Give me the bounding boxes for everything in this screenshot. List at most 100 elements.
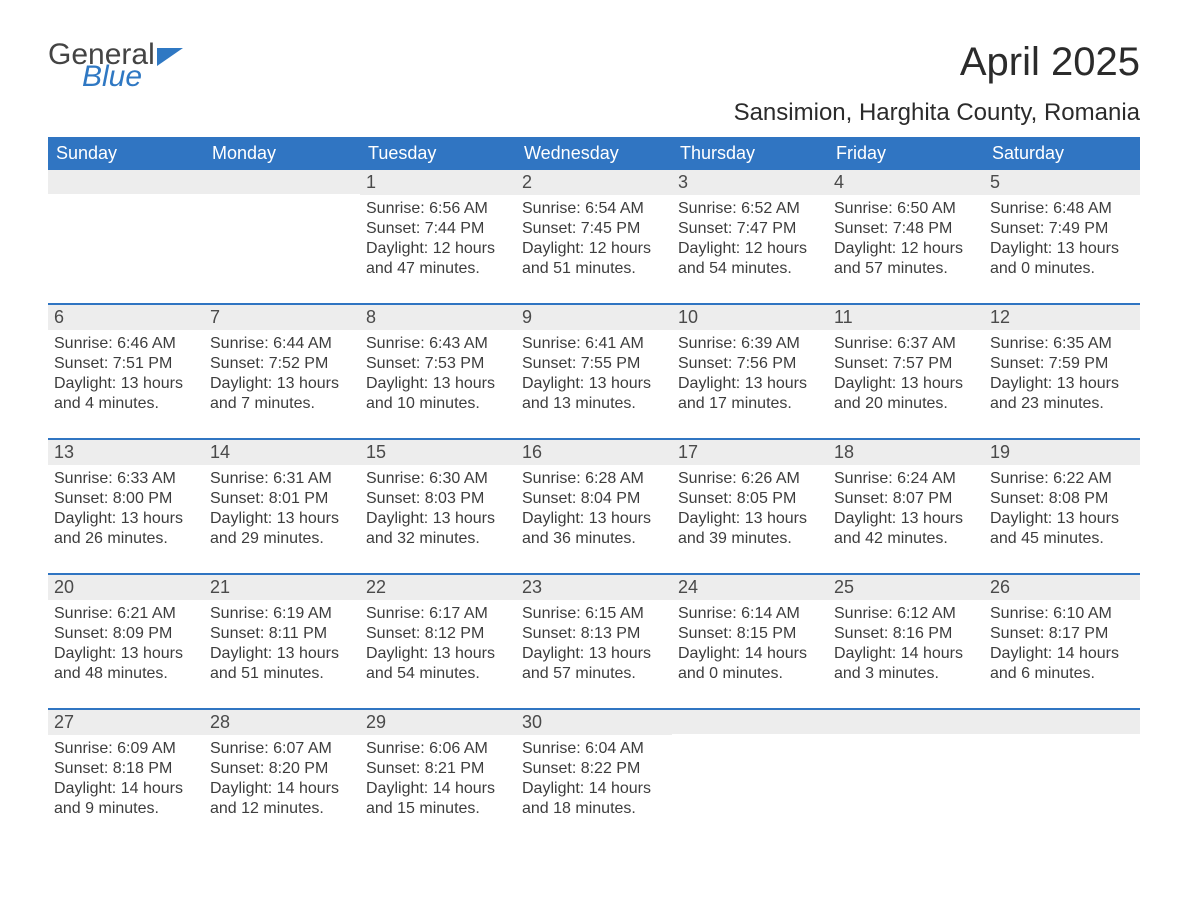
day-number: 4 xyxy=(828,170,984,195)
sunrise-text: Sunrise: 6:15 AM xyxy=(522,604,666,624)
calendar-cell xyxy=(48,170,204,304)
month-title: April 2025 xyxy=(734,40,1140,85)
sunset-text: Sunset: 8:01 PM xyxy=(210,489,354,509)
sunset-text: Sunset: 8:03 PM xyxy=(366,489,510,509)
sunset-text: Sunset: 7:53 PM xyxy=(366,354,510,374)
daylight-text: Daylight: 13 hours and 0 minutes. xyxy=(990,239,1134,279)
day-number: 11 xyxy=(828,305,984,330)
sunrise-text: Sunrise: 6:19 AM xyxy=(210,604,354,624)
calendar-cell: 11Sunrise: 6:37 AMSunset: 7:57 PMDayligh… xyxy=(828,304,984,439)
calendar-cell xyxy=(984,709,1140,843)
day-number xyxy=(828,710,984,734)
weekday-header: Wednesday xyxy=(516,137,672,170)
calendar-week-row: 6Sunrise: 6:46 AMSunset: 7:51 PMDaylight… xyxy=(48,304,1140,439)
calendar-cell xyxy=(204,170,360,304)
daylight-text: Daylight: 12 hours and 51 minutes. xyxy=(522,239,666,279)
day-content: Sunrise: 6:24 AMSunset: 8:07 PMDaylight:… xyxy=(828,465,984,573)
day-content xyxy=(204,194,360,284)
daylight-text: Daylight: 14 hours and 18 minutes. xyxy=(522,779,666,819)
calendar-cell: 21Sunrise: 6:19 AMSunset: 8:11 PMDayligh… xyxy=(204,574,360,709)
day-content: Sunrise: 6:43 AMSunset: 7:53 PMDaylight:… xyxy=(360,330,516,438)
calendar-week-row: 20Sunrise: 6:21 AMSunset: 8:09 PMDayligh… xyxy=(48,574,1140,709)
sunset-text: Sunset: 8:00 PM xyxy=(54,489,198,509)
daylight-text: Daylight: 13 hours and 7 minutes. xyxy=(210,374,354,414)
sunset-text: Sunset: 7:56 PM xyxy=(678,354,822,374)
weekday-header: Thursday xyxy=(672,137,828,170)
day-content: Sunrise: 6:06 AMSunset: 8:21 PMDaylight:… xyxy=(360,735,516,843)
day-content: Sunrise: 6:10 AMSunset: 8:17 PMDaylight:… xyxy=(984,600,1140,708)
day-number: 7 xyxy=(204,305,360,330)
sunrise-text: Sunrise: 6:37 AM xyxy=(834,334,978,354)
sunrise-text: Sunrise: 6:39 AM xyxy=(678,334,822,354)
weekday-header-row: Sunday Monday Tuesday Wednesday Thursday… xyxy=(48,137,1140,170)
daylight-text: Daylight: 13 hours and 13 minutes. xyxy=(522,374,666,414)
day-number xyxy=(204,170,360,194)
day-number: 2 xyxy=(516,170,672,195)
sunrise-text: Sunrise: 6:12 AM xyxy=(834,604,978,624)
sunset-text: Sunset: 8:17 PM xyxy=(990,624,1134,644)
weekday-header: Friday xyxy=(828,137,984,170)
day-content: Sunrise: 6:14 AMSunset: 8:15 PMDaylight:… xyxy=(672,600,828,708)
day-content: Sunrise: 6:44 AMSunset: 7:52 PMDaylight:… xyxy=(204,330,360,438)
calendar-cell: 1Sunrise: 6:56 AMSunset: 7:44 PMDaylight… xyxy=(360,170,516,304)
sunrise-text: Sunrise: 6:07 AM xyxy=(210,739,354,759)
calendar-cell: 16Sunrise: 6:28 AMSunset: 8:04 PMDayligh… xyxy=(516,439,672,574)
day-content xyxy=(672,734,828,824)
calendar-table: Sunday Monday Tuesday Wednesday Thursday… xyxy=(48,137,1140,843)
calendar-week-row: 13Sunrise: 6:33 AMSunset: 8:00 PMDayligh… xyxy=(48,439,1140,574)
sunset-text: Sunset: 8:21 PM xyxy=(366,759,510,779)
day-number: 27 xyxy=(48,710,204,735)
daylight-text: Daylight: 13 hours and 51 minutes. xyxy=(210,644,354,684)
calendar-cell: 12Sunrise: 6:35 AMSunset: 7:59 PMDayligh… xyxy=(984,304,1140,439)
day-number: 24 xyxy=(672,575,828,600)
day-number: 22 xyxy=(360,575,516,600)
day-content: Sunrise: 6:54 AMSunset: 7:45 PMDaylight:… xyxy=(516,195,672,303)
sunset-text: Sunset: 8:22 PM xyxy=(522,759,666,779)
day-content: Sunrise: 6:46 AMSunset: 7:51 PMDaylight:… xyxy=(48,330,204,438)
calendar-cell: 2Sunrise: 6:54 AMSunset: 7:45 PMDaylight… xyxy=(516,170,672,304)
sunset-text: Sunset: 7:48 PM xyxy=(834,219,978,239)
sunrise-text: Sunrise: 6:21 AM xyxy=(54,604,198,624)
sunrise-text: Sunrise: 6:56 AM xyxy=(366,199,510,219)
sunrise-text: Sunrise: 6:26 AM xyxy=(678,469,822,489)
sunset-text: Sunset: 8:08 PM xyxy=(990,489,1134,509)
brand-logo: General Blue xyxy=(48,40,183,92)
day-number: 20 xyxy=(48,575,204,600)
day-number: 5 xyxy=(984,170,1140,195)
day-number: 1 xyxy=(360,170,516,195)
daylight-text: Daylight: 13 hours and 48 minutes. xyxy=(54,644,198,684)
calendar-cell: 19Sunrise: 6:22 AMSunset: 8:08 PMDayligh… xyxy=(984,439,1140,574)
sunset-text: Sunset: 8:05 PM xyxy=(678,489,822,509)
weekday-header: Saturday xyxy=(984,137,1140,170)
day-number: 21 xyxy=(204,575,360,600)
day-content: Sunrise: 6:19 AMSunset: 8:11 PMDaylight:… xyxy=(204,600,360,708)
daylight-text: Daylight: 13 hours and 4 minutes. xyxy=(54,374,198,414)
sunset-text: Sunset: 8:20 PM xyxy=(210,759,354,779)
day-content: Sunrise: 6:39 AMSunset: 7:56 PMDaylight:… xyxy=(672,330,828,438)
daylight-text: Daylight: 14 hours and 15 minutes. xyxy=(366,779,510,819)
calendar-cell: 25Sunrise: 6:12 AMSunset: 8:16 PMDayligh… xyxy=(828,574,984,709)
calendar-cell: 6Sunrise: 6:46 AMSunset: 7:51 PMDaylight… xyxy=(48,304,204,439)
day-content xyxy=(828,734,984,824)
day-content: Sunrise: 6:30 AMSunset: 8:03 PMDaylight:… xyxy=(360,465,516,573)
sunrise-text: Sunrise: 6:31 AM xyxy=(210,469,354,489)
daylight-text: Daylight: 14 hours and 12 minutes. xyxy=(210,779,354,819)
day-content: Sunrise: 6:33 AMSunset: 8:00 PMDaylight:… xyxy=(48,465,204,573)
sunset-text: Sunset: 7:55 PM xyxy=(522,354,666,374)
sunrise-text: Sunrise: 6:09 AM xyxy=(54,739,198,759)
daylight-text: Daylight: 12 hours and 57 minutes. xyxy=(834,239,978,279)
calendar-cell: 14Sunrise: 6:31 AMSunset: 8:01 PMDayligh… xyxy=(204,439,360,574)
sunset-text: Sunset: 7:59 PM xyxy=(990,354,1134,374)
sunset-text: Sunset: 7:44 PM xyxy=(366,219,510,239)
sunrise-text: Sunrise: 6:06 AM xyxy=(366,739,510,759)
day-content: Sunrise: 6:07 AMSunset: 8:20 PMDaylight:… xyxy=(204,735,360,843)
calendar-cell: 17Sunrise: 6:26 AMSunset: 8:05 PMDayligh… xyxy=(672,439,828,574)
day-content: Sunrise: 6:04 AMSunset: 8:22 PMDaylight:… xyxy=(516,735,672,843)
day-number: 19 xyxy=(984,440,1140,465)
day-content: Sunrise: 6:41 AMSunset: 7:55 PMDaylight:… xyxy=(516,330,672,438)
sunrise-text: Sunrise: 6:04 AM xyxy=(522,739,666,759)
sunrise-text: Sunrise: 6:54 AM xyxy=(522,199,666,219)
calendar-cell: 23Sunrise: 6:15 AMSunset: 8:13 PMDayligh… xyxy=(516,574,672,709)
calendar-cell xyxy=(828,709,984,843)
day-content: Sunrise: 6:31 AMSunset: 8:01 PMDaylight:… xyxy=(204,465,360,573)
